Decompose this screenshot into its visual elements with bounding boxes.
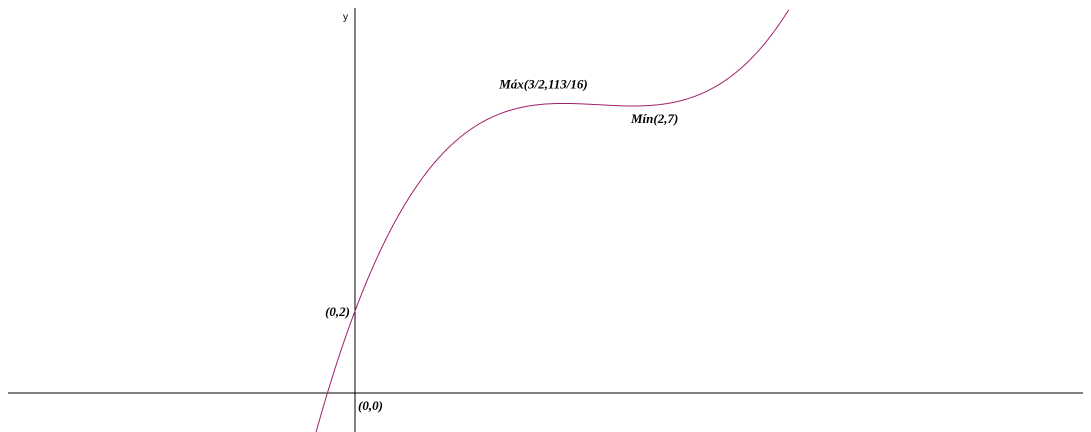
point-labels: (0,0) (0,2) Máx(3/2,113/16) Mín(2,7) — [325, 76, 678, 413]
local-minimum-label: Mín(2,7) — [630, 111, 678, 126]
local-maximum-label: Máx(3/2,113/16) — [498, 76, 587, 91]
origin-label: (0,0) — [358, 398, 383, 413]
y-intercept-label: (0,2) — [325, 304, 350, 319]
function-curve — [315, 9, 790, 432]
y-axis-label: y — [343, 12, 348, 23]
